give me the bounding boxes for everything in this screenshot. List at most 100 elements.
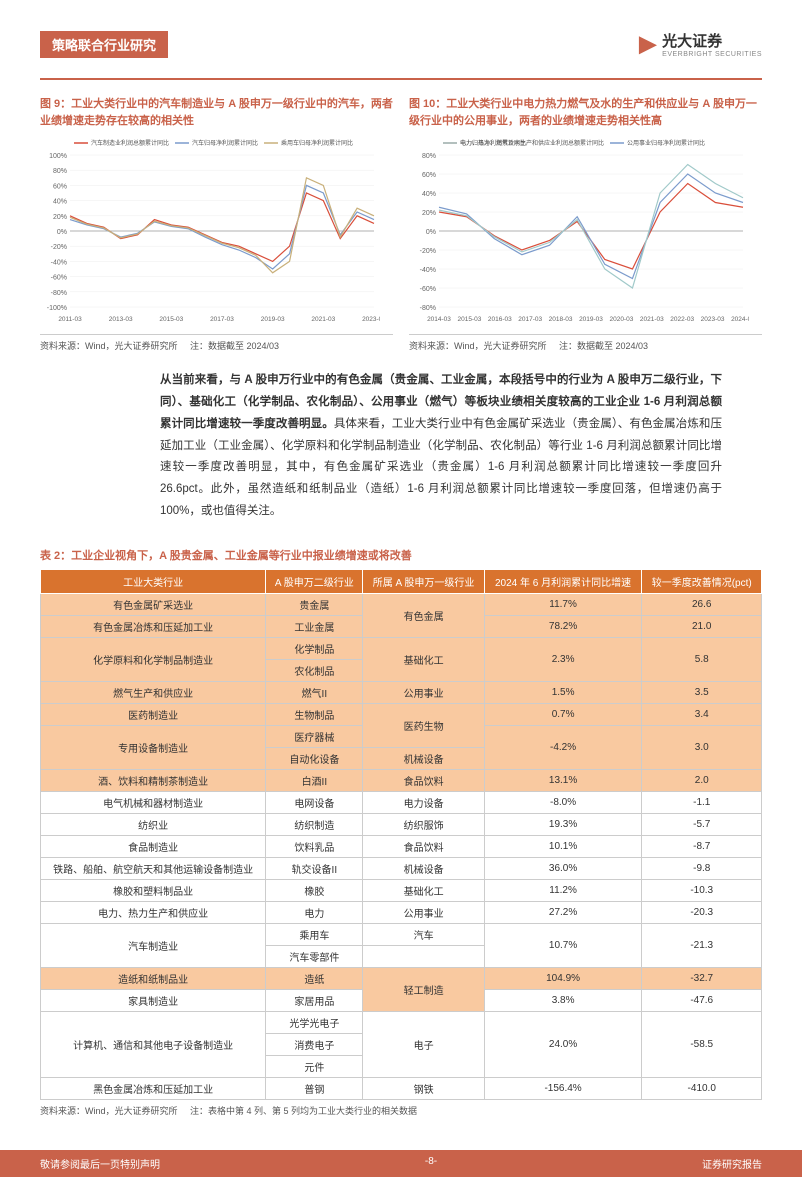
table-cell: 化学原料和化学制品制造业 — [41, 637, 266, 681]
table-cell: 酒、饮料和精制茶制造业 — [41, 769, 266, 791]
table-cell: 元件 — [266, 1055, 363, 1077]
table-header: A 股申万二级行业 — [266, 569, 363, 593]
chart-left-svg: 汽车制造业利润总额累计同比汽车归母净利润累计同比乘用车归母净利润累计同比-100… — [40, 135, 380, 325]
svg-text:20%: 20% — [53, 214, 67, 221]
table-header: 2024 年 6 月利润累计同比增速 — [484, 569, 642, 593]
svg-text:2023-03: 2023-03 — [362, 316, 380, 323]
table-cell: -32.7 — [642, 967, 762, 989]
table-cell: 汽车零部件 — [266, 945, 363, 967]
table-cell: 机械设备 — [363, 747, 484, 769]
table-cell: 纺织业 — [41, 813, 266, 835]
table-cell: 家具制造业 — [41, 989, 266, 1011]
header-tag: 策略联合行业研究 — [40, 31, 168, 58]
table-cell: 1.5% — [484, 681, 642, 703]
table-cell: 电气机械和器材制造业 — [41, 791, 266, 813]
table-cell: 造纸 — [266, 967, 363, 989]
table-cell: 78.2% — [484, 615, 642, 637]
svg-text:2011-03: 2011-03 — [58, 316, 82, 323]
table-cell: 3.0 — [642, 725, 762, 769]
table-row: 医药制造业生物制品医药生物0.7%3.4 — [41, 703, 762, 725]
table-cell: 计算机、通信和其他电子设备制造业 — [41, 1011, 266, 1077]
table-cell: 27.2% — [484, 901, 642, 923]
svg-text:2015-03: 2015-03 — [159, 316, 183, 323]
table-cell: 3.5 — [642, 681, 762, 703]
table-cell: 有色金属 — [363, 593, 484, 637]
table-cell: 乘用车 — [266, 923, 363, 945]
svg-text:2013-03: 2013-03 — [109, 316, 133, 323]
svg-text:电力归母净利润累计同比: 电力归母净利润累计同比 — [460, 139, 526, 147]
svg-text:-20%: -20% — [51, 244, 67, 251]
svg-text:40%: 40% — [53, 199, 67, 206]
svg-text:2017-03: 2017-03 — [210, 316, 234, 323]
table-header: 工业大类行业 — [41, 569, 266, 593]
table-row: 食品制造业饮料乳品食品饮料10.1%-8.7 — [41, 835, 762, 857]
table-cell: 基础化工 — [363, 879, 484, 901]
table-cell: -58.5 — [642, 1011, 762, 1077]
table-cell: 黑色金属冶炼和压延加工业 — [41, 1077, 266, 1099]
table-cell: 自动化设备 — [266, 747, 363, 769]
table-cell: 光学光电子 — [266, 1011, 363, 1033]
table-cell: 13.1% — [484, 769, 642, 791]
table-cell: -9.8 — [642, 857, 762, 879]
table-cell: 0.7% — [484, 703, 642, 725]
table-row: 电气机械和器材制造业电网设备电力设备-8.0%-1.1 — [41, 791, 762, 813]
table-cell: 轨交设备II — [266, 857, 363, 879]
logo-icon: ▶ — [639, 31, 656, 57]
table-cell: 11.2% — [484, 879, 642, 901]
table-cell: 36.0% — [484, 857, 642, 879]
table-title: 表 2：工业企业视角下，A 股贵金属、工业金属等行业中报业绩增速或将改善 — [40, 547, 762, 563]
table-cell: 电子 — [363, 1011, 484, 1077]
table-cell: 机械设备 — [363, 857, 484, 879]
table-row: 造纸和纸制品业造纸轻工制造104.9%-32.7 — [41, 967, 762, 989]
table-row: 化学原料和化学制品制造业化学制品基础化工2.3%5.8 — [41, 637, 762, 659]
logo-sub: EVERBRIGHT SECURITIES — [662, 51, 762, 58]
table-cell: 21.0 — [642, 615, 762, 637]
table-source: 资料来源：Wind，光大证券研究所 注：表格中第 4 列、第 5 列均为工业大类… — [40, 1104, 762, 1117]
table-cell: -8.0% — [484, 791, 642, 813]
table-cell: 公用事业 — [363, 681, 484, 703]
table-cell: 电网设备 — [266, 791, 363, 813]
header-rule — [40, 78, 762, 80]
chart-right-title: 图 10：工业大类行业中电力热力燃气及水的生产和供应业与 A 股申万一级行业中的… — [409, 96, 762, 129]
body-paragraph: 从当前来看，与 A 股申万行业中的有色金属（贵金属、工业金属，本段括号中的行业为… — [160, 370, 722, 523]
svg-text:-40%: -40% — [51, 259, 67, 266]
table-cell: 燃气生产和供应业 — [41, 681, 266, 703]
footer-left: 敬请参阅最后一页特别声明 — [40, 1156, 160, 1171]
table-cell: 104.9% — [484, 967, 642, 989]
footer-page: -8- — [425, 1156, 437, 1171]
header-bar: 策略联合行业研究 ▶ 光大证券 EVERBRIGHT SECURITIES — [40, 30, 762, 58]
svg-text:乘用车归母净利润累计同比: 乘用车归母净利润累计同比 — [281, 139, 353, 147]
svg-text:60%: 60% — [53, 183, 67, 190]
table-header: 较一季度改善情况(pct) — [642, 569, 762, 593]
table-cell: 公用事业 — [363, 901, 484, 923]
table-cell: 医疗器械 — [266, 725, 363, 747]
table-cell: 家居用品 — [266, 989, 363, 1011]
svg-text:2019-03: 2019-03 — [579, 316, 603, 323]
table-cell: 2.0 — [642, 769, 762, 791]
table-cell: 基础化工 — [363, 637, 484, 681]
svg-text:-40%: -40% — [420, 267, 436, 274]
table-cell: 食品饮料 — [363, 835, 484, 857]
svg-text:2019-03: 2019-03 — [261, 316, 285, 323]
table-cell: -8.7 — [642, 835, 762, 857]
svg-text:80%: 80% — [53, 168, 67, 175]
table-cell: 10.7% — [484, 923, 642, 967]
table-cell: 医药制造业 — [41, 703, 266, 725]
table-cell: 有色金属冶炼和压延加工业 — [41, 615, 266, 637]
logo: ▶ 光大证券 EVERBRIGHT SECURITIES — [639, 30, 762, 58]
table-cell: 电力、热力生产和供应业 — [41, 901, 266, 923]
table-cell: -20.3 — [642, 901, 762, 923]
logo-text: 光大证券 — [662, 30, 762, 51]
table-cell: 食品饮料 — [363, 769, 484, 791]
table-cell: -10.3 — [642, 879, 762, 901]
table-header: 所属 A 股申万一级行业 — [363, 569, 484, 593]
table-cell: 电力设备 — [363, 791, 484, 813]
svg-text:2015-03: 2015-03 — [457, 316, 481, 323]
table-cell: -5.7 — [642, 813, 762, 835]
table-row: 橡胶和塑料制品业橡胶基础化工11.2%-10.3 — [41, 879, 762, 901]
table-cell: 2.3% — [484, 637, 642, 681]
svg-text:60%: 60% — [422, 172, 436, 179]
table-cell: 燃气II — [266, 681, 363, 703]
table-cell: 钢铁 — [363, 1077, 484, 1099]
table-cell: -410.0 — [642, 1077, 762, 1099]
